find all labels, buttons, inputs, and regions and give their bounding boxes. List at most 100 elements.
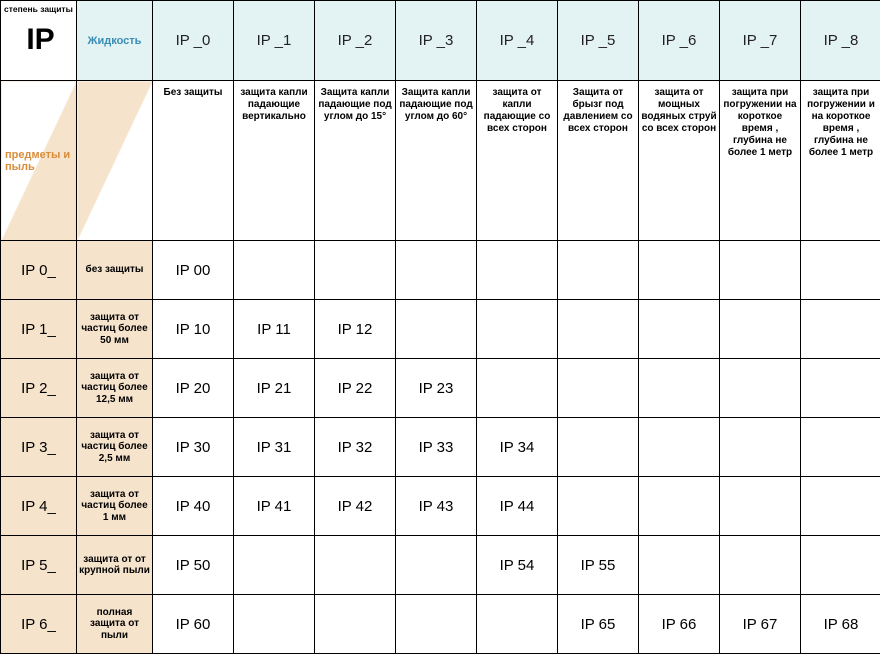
col-hdr-0: IP _0 [153,1,234,81]
cell-5-1 [234,536,315,595]
cell-1-5 [558,300,639,359]
liquid-axis-label: Жидкость [77,1,153,81]
cell-3-0: IP 30 [153,418,234,477]
cell-4-5 [558,477,639,536]
corner-top-label: степень защиты [4,4,73,14]
cell-2-5 [558,359,639,418]
cell-6-4 [477,595,558,654]
cell-5-6 [639,536,720,595]
header-row-1: степень защиты IP Жидкость IP _0 IP _1 I… [1,1,880,81]
col-hdr-4: IP _4 [477,1,558,81]
cell-4-3: IP 43 [396,477,477,536]
cell-2-3: IP 23 [396,359,477,418]
cell-1-8 [801,300,880,359]
solid-desc-5: защита от от крупной пыли [77,536,153,595]
cell-4-8 [801,477,880,536]
data-row-0: IP 0_ без защиты IP 00 [1,241,880,300]
cell-6-5: IP 65 [558,595,639,654]
cell-6-8: IP 68 [801,595,880,654]
cell-5-2 [315,536,396,595]
data-row-5: IP 5_ защита от от крупной пыли IP 50 IP… [1,536,880,595]
cell-6-7: IP 67 [720,595,801,654]
cell-6-1 [234,595,315,654]
liquid-desc-2: Защита капли падающие под углом до 15° [315,81,396,241]
cell-6-3 [396,595,477,654]
cell-5-5: IP 55 [558,536,639,595]
cell-1-7 [720,300,801,359]
data-row-4: IP 4_ защита от частиц более 1 мм IP 40 … [1,477,880,536]
cell-2-0: IP 20 [153,359,234,418]
cell-2-8 [801,359,880,418]
cell-2-1: IP 21 [234,359,315,418]
solid-desc-0: без защиты [77,241,153,300]
cell-2-7 [720,359,801,418]
cell-0-2 [315,241,396,300]
solid-desc-4: защита от частиц более 1 мм [77,477,153,536]
cell-1-4 [477,300,558,359]
row-hdr-1: IP 1_ [1,300,77,359]
cell-1-0: IP 10 [153,300,234,359]
col-hdr-1: IP _1 [234,1,315,81]
row-hdr-4: IP 4_ [1,477,77,536]
diagonal-cell [77,81,153,241]
cell-3-1: IP 31 [234,418,315,477]
cell-6-6: IP 66 [639,595,720,654]
solid-axis-label: предметы и пыль [1,81,77,241]
cell-5-7 [720,536,801,595]
liquid-desc-3: Защита капли падающие под углом до 60° [396,81,477,241]
cell-3-5 [558,418,639,477]
liquid-desc-6: защита от мощных водяных струй со всех с… [639,81,720,241]
row-hdr-2: IP 2_ [1,359,77,418]
liquid-desc-7: защита при погружении на короткое время … [720,81,801,241]
liquid-desc-8: защита при погружении и на короткое врем… [801,81,880,241]
row-hdr-0: IP 0_ [1,241,77,300]
data-row-6: IP 6_ полная защита от пыли IP 60 IP 65 … [1,595,880,654]
corner-cell: степень защиты IP [1,1,77,81]
col-hdr-6: IP _6 [639,1,720,81]
cell-0-1 [234,241,315,300]
cell-3-3: IP 33 [396,418,477,477]
cell-5-0: IP 50 [153,536,234,595]
cell-0-6 [639,241,720,300]
cell-3-8 [801,418,880,477]
liquid-desc-4: защита от капли падающие со всех сторон [477,81,558,241]
cell-3-6 [639,418,720,477]
cell-5-8 [801,536,880,595]
cell-6-2 [315,595,396,654]
cell-1-6 [639,300,720,359]
cell-4-7 [720,477,801,536]
cell-4-2: IP 42 [315,477,396,536]
cell-4-0: IP 40 [153,477,234,536]
data-row-3: IP 3_ защита от частиц более 2,5 мм IP 3… [1,418,880,477]
cell-2-2: IP 22 [315,359,396,418]
cell-0-7 [720,241,801,300]
solid-desc-3: защита от частиц более 2,5 мм [77,418,153,477]
solid-desc-6: полная защита от пыли [77,595,153,654]
liquid-desc-1: защита капли падающие вертикально [234,81,315,241]
cell-4-4: IP 44 [477,477,558,536]
cell-6-0: IP 60 [153,595,234,654]
col-hdr-3: IP _3 [396,1,477,81]
solid-desc-1: защита от частиц более 50 мм [77,300,153,359]
cell-3-4: IP 34 [477,418,558,477]
row-hdr-6: IP 6_ [1,595,77,654]
cell-1-2: IP 12 [315,300,396,359]
cell-2-4 [477,359,558,418]
liquid-desc-5: Защита от брызг под давлением со всех ст… [558,81,639,241]
cell-3-2: IP 32 [315,418,396,477]
liquid-desc-0: Без защиты [153,81,234,241]
data-row-1: IP 1_ защита от частиц более 50 мм IP 10… [1,300,880,359]
solid-desc-2: защита от частиц более 12,5 мм [77,359,153,418]
col-hdr-7: IP _7 [720,1,801,81]
cell-5-4: IP 54 [477,536,558,595]
cell-0-3 [396,241,477,300]
cell-0-4 [477,241,558,300]
cell-5-3 [396,536,477,595]
col-hdr-2: IP _2 [315,1,396,81]
ip-rating-table: степень защиты IP Жидкость IP _0 IP _1 I… [0,0,880,654]
corner-ip-big: IP [3,23,77,57]
col-hdr-5: IP _5 [558,1,639,81]
data-row-2: IP 2_ защита от частиц более 12,5 мм IP … [1,359,880,418]
cell-3-7 [720,418,801,477]
header-row-2: предметы и пыль Без защиты защита капли … [1,81,880,241]
